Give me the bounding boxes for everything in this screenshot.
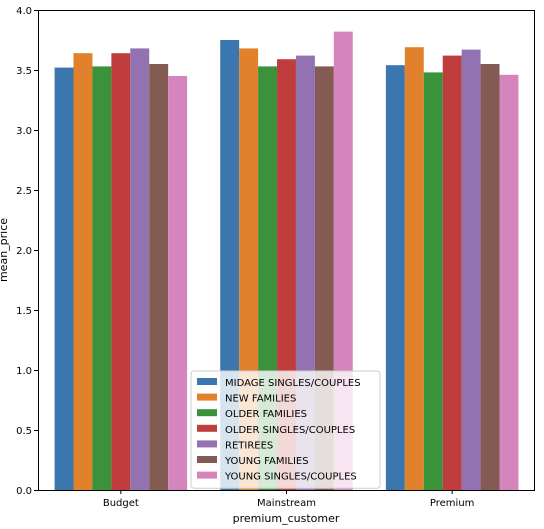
bar-older-singles-couples-premium (442, 55, 462, 490)
x-tick-label: Budget (103, 498, 139, 509)
y-tick-label: 3.0 (16, 126, 32, 137)
y-tick-label: 3.5 (16, 66, 32, 77)
y-tick-label: 1.0 (16, 366, 32, 377)
bar-young-families-premium (480, 64, 500, 490)
y-axis-label: mean_price (0, 218, 10, 282)
legend-entry-label: OLDER SINGLES/COUPLES (225, 425, 355, 436)
y-tick-label: 1.5 (16, 306, 32, 317)
bar-young-families-budget (149, 64, 169, 490)
legend-swatch (197, 378, 217, 385)
y-tick-label: 2.5 (16, 186, 32, 197)
legend-entry-label: RETIREES (225, 440, 273, 451)
legend-swatch (197, 409, 217, 417)
legend: MIDAGE SINGLES/COUPLES NEW FAMILIES OLDER … (190, 370, 381, 489)
y-tick-label: 0.5 (16, 426, 32, 437)
bar-retirees-premium (461, 49, 481, 490)
legend-frame (190, 370, 381, 489)
bar-young-singles-couples-premium (499, 74, 519, 491)
legend-swatch (197, 393, 217, 401)
bar-older-families-budget (92, 66, 112, 491)
bar-young-singles-couples-budget (168, 76, 188, 490)
y-tick-label: 0.0 (16, 486, 32, 497)
legend-swatch (197, 456, 217, 463)
legend-swatch (197, 471, 217, 479)
bar-new-families-premium (404, 47, 424, 490)
bar-new-families-budget (73, 53, 93, 490)
x-tick-label: Premium (430, 498, 475, 509)
x-ticks-group: Budget Mainstream Premium (103, 490, 475, 509)
y-tick-label: 4.0 (16, 6, 32, 17)
bar-midage-singles-couples-budget (54, 67, 74, 490)
bar-older-families-premium (423, 72, 443, 491)
legend-entry-label: YOUNG SINGLES/COUPLES (224, 472, 357, 483)
legend-swatch (197, 424, 217, 432)
bar-older-singles-couples-budget (111, 53, 131, 490)
y-ticks-group: 0.0 0.5 1.0 1.5 2.0 2.5 3.0 3.5 4.0 (16, 6, 38, 497)
y-tick-label: 2.0 (16, 246, 32, 257)
legend-entry-label: YOUNG FAMILIES (224, 456, 309, 467)
x-tick-label: Mainstream (257, 498, 316, 509)
legend-swatch (197, 440, 217, 448)
bar-retirees-budget (130, 48, 150, 491)
legend-entry-label: MIDAGE SINGLES/COUPLES (225, 378, 361, 389)
legend-entry-label: NEW FAMILIES (225, 394, 296, 405)
bar-midage-singles-couples-premium (385, 65, 405, 490)
legend-entry-label: OLDER FAMILIES (225, 409, 307, 420)
x-axis-label: premium_customer (233, 512, 340, 525)
